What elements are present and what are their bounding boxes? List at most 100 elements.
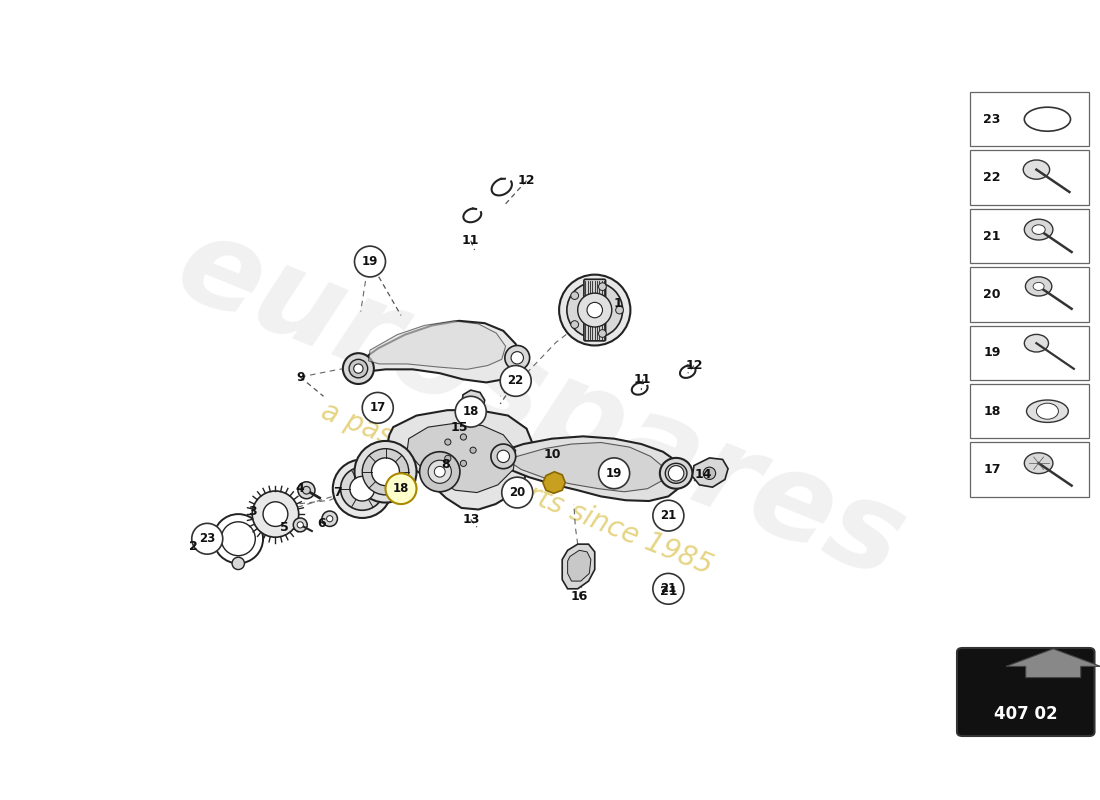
Circle shape — [460, 460, 466, 466]
Text: 12: 12 — [685, 359, 703, 372]
Text: 21: 21 — [983, 230, 1001, 242]
Circle shape — [341, 467, 384, 510]
Polygon shape — [562, 544, 595, 589]
Polygon shape — [1005, 649, 1100, 678]
Circle shape — [587, 302, 603, 318]
Text: 22: 22 — [983, 171, 1001, 184]
Text: 18: 18 — [463, 405, 478, 418]
Circle shape — [598, 282, 606, 290]
Bar — [970, 150, 1089, 205]
Bar — [970, 267, 1089, 322]
Circle shape — [213, 514, 263, 563]
Text: 21: 21 — [660, 582, 676, 595]
Text: 19: 19 — [983, 346, 1001, 359]
Circle shape — [385, 474, 417, 504]
Polygon shape — [542, 472, 565, 494]
Circle shape — [322, 511, 338, 526]
Polygon shape — [368, 321, 506, 370]
Ellipse shape — [660, 458, 692, 489]
Text: 7: 7 — [333, 486, 342, 499]
Circle shape — [221, 522, 255, 556]
FancyBboxPatch shape — [957, 648, 1094, 736]
Text: 1: 1 — [614, 298, 623, 310]
Circle shape — [1025, 277, 1052, 296]
Text: 18: 18 — [983, 405, 1001, 418]
Ellipse shape — [666, 463, 688, 483]
Circle shape — [297, 522, 304, 528]
Circle shape — [559, 274, 630, 346]
Circle shape — [703, 467, 716, 479]
Text: 21: 21 — [660, 509, 676, 522]
Circle shape — [428, 460, 451, 483]
Circle shape — [653, 500, 684, 531]
Circle shape — [444, 439, 451, 445]
Circle shape — [1024, 219, 1053, 240]
Text: 3: 3 — [248, 506, 256, 518]
Circle shape — [512, 352, 524, 364]
Circle shape — [197, 537, 205, 544]
Polygon shape — [462, 390, 485, 415]
Bar — [970, 92, 1089, 146]
Circle shape — [354, 441, 417, 502]
Bar — [970, 442, 1089, 497]
Text: 21: 21 — [660, 585, 678, 598]
Text: 19: 19 — [606, 467, 623, 480]
Circle shape — [349, 359, 367, 378]
Text: 2: 2 — [189, 540, 198, 553]
Circle shape — [434, 466, 446, 477]
Text: 20: 20 — [509, 486, 526, 499]
Circle shape — [444, 455, 451, 462]
Circle shape — [598, 458, 629, 489]
Circle shape — [1023, 160, 1049, 179]
Circle shape — [327, 516, 333, 522]
Circle shape — [354, 364, 363, 373]
Circle shape — [232, 558, 244, 570]
Polygon shape — [354, 321, 520, 382]
Text: 10: 10 — [543, 447, 561, 461]
Text: 11: 11 — [462, 234, 480, 247]
Circle shape — [1032, 225, 1045, 234]
Circle shape — [502, 477, 532, 508]
Bar — [970, 326, 1089, 380]
Ellipse shape — [1026, 400, 1068, 422]
Circle shape — [294, 518, 307, 532]
Text: 407 02: 407 02 — [994, 706, 1057, 723]
Circle shape — [491, 444, 516, 469]
Bar — [970, 209, 1089, 263]
Text: 19: 19 — [362, 255, 378, 268]
Circle shape — [1036, 403, 1058, 419]
Polygon shape — [498, 436, 684, 501]
Circle shape — [598, 330, 606, 338]
Circle shape — [616, 306, 624, 314]
Circle shape — [1024, 334, 1048, 352]
Circle shape — [419, 452, 460, 492]
Text: a passion for parts since 1985: a passion for parts since 1985 — [318, 397, 717, 580]
Text: 9: 9 — [296, 370, 305, 383]
Circle shape — [372, 458, 399, 486]
Circle shape — [1033, 282, 1044, 290]
Polygon shape — [692, 458, 728, 487]
Text: 23: 23 — [199, 532, 216, 546]
Text: 13: 13 — [462, 513, 480, 526]
Text: 22: 22 — [507, 374, 524, 387]
Text: 17: 17 — [983, 463, 1001, 476]
Circle shape — [354, 246, 385, 277]
Circle shape — [460, 434, 466, 440]
Text: 8: 8 — [441, 458, 450, 470]
Text: 20: 20 — [983, 288, 1001, 301]
Polygon shape — [568, 550, 591, 581]
Text: 18: 18 — [393, 482, 409, 495]
Text: 6: 6 — [318, 517, 327, 530]
Text: eurospares: eurospares — [161, 205, 921, 603]
Circle shape — [653, 574, 684, 604]
Circle shape — [350, 476, 375, 501]
Text: 11: 11 — [634, 373, 651, 386]
Circle shape — [362, 393, 394, 423]
Polygon shape — [509, 442, 664, 492]
Circle shape — [500, 366, 531, 396]
Text: 12: 12 — [518, 174, 536, 187]
Circle shape — [194, 533, 209, 548]
Polygon shape — [407, 423, 516, 493]
Circle shape — [470, 447, 476, 454]
Circle shape — [669, 466, 684, 481]
